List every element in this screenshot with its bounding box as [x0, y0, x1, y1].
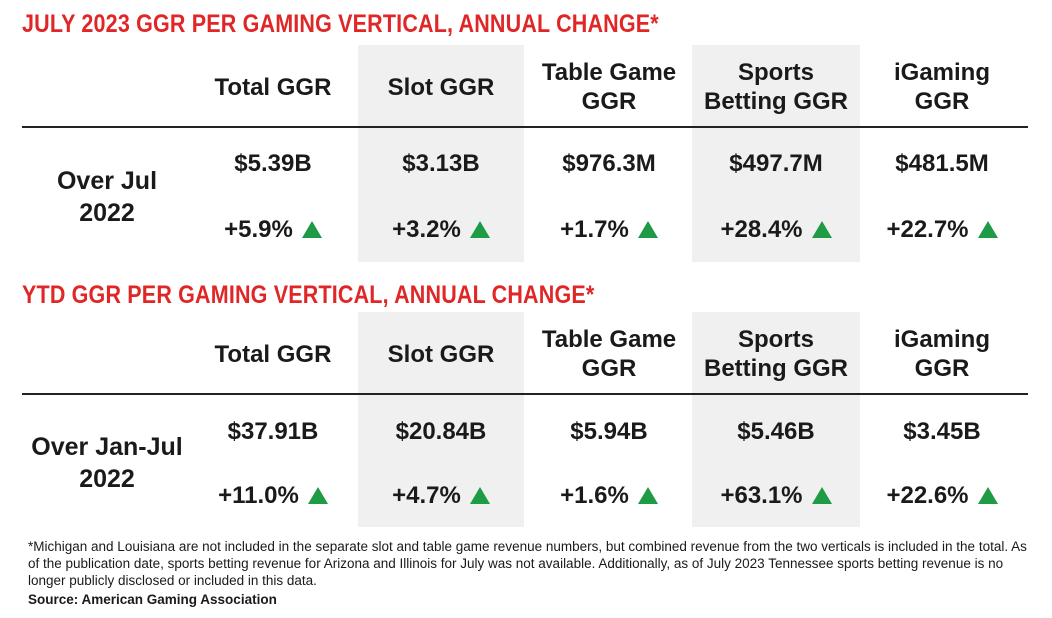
table-1-col-igaming: iGaming GGR: [857, 58, 1027, 116]
table-1-col-sports: Sports Betting GGR: [691, 58, 861, 116]
table-2-col-table-game: Table Game GGR: [524, 325, 694, 383]
row-label-line: Over Jan-Jul: [31, 433, 183, 461]
table-2-change-table-game: +1.6%: [524, 482, 694, 510]
change-value: +28.4%: [720, 216, 803, 243]
table-1-header-rule: [22, 126, 1028, 128]
change-value: +22.7%: [886, 216, 969, 243]
table-1-value-sports: $497.7M: [729, 150, 823, 177]
table-2-value-igaming: $3.45B: [903, 418, 981, 445]
table-1-col-total: Total GGR: [188, 73, 358, 102]
table-1-change-slot: +3.2%: [356, 216, 526, 244]
change-value: +1.7%: [560, 216, 629, 243]
table-1-col-slot: Slot GGR: [356, 73, 526, 102]
table-2-value-sports: $5.46B: [737, 418, 815, 445]
shaded-column-sports-2: [692, 312, 860, 527]
col-header-line: GGR: [581, 88, 637, 115]
table-2-col-slot: Slot GGR: [356, 340, 526, 369]
change-value: +4.7%: [392, 482, 461, 509]
up-triangle-icon: [637, 221, 658, 238]
change-value: +5.9%: [224, 216, 293, 243]
table-2-col-total: Total GGR: [188, 340, 358, 369]
table-2-change-sports: +63.1%: [691, 482, 861, 510]
col-header-line: Slot GGR: [387, 341, 495, 368]
col-header-line: Betting GGR: [704, 88, 848, 115]
change-value: +11.0%: [218, 482, 299, 509]
shaded-column-slot-1: [358, 45, 524, 262]
table-2-title: YTD GGR PER GAMING VERTICAL, ANNUAL CHAN…: [22, 281, 595, 309]
change-value: +1.6%: [560, 482, 629, 509]
col-header-line: GGR: [914, 355, 970, 382]
col-header-line: Table Game: [541, 326, 677, 353]
table-1-value-slot: $3.13B: [402, 150, 480, 177]
up-triangle-icon: [977, 221, 998, 238]
table-2-value-table-game: $5.94B: [570, 418, 648, 445]
col-header-line: Total GGR: [214, 341, 332, 368]
col-header-line: Table Game: [541, 59, 677, 86]
source-note: Source: American Gaming Association: [28, 592, 277, 607]
row-label-line: 2022: [79, 199, 135, 227]
change-value: +3.2%: [392, 216, 461, 243]
table-1-change-table-game: +1.7%: [524, 216, 694, 244]
up-triangle-icon: [811, 487, 832, 504]
table-1-change-total: +5.9%: [188, 216, 358, 244]
up-triangle-icon: [469, 487, 490, 504]
table-2-header-rule: [22, 393, 1028, 395]
up-triangle-icon: [811, 221, 832, 238]
row-label-line: Over Jul: [56, 167, 158, 195]
col-header-line: Sports: [737, 59, 814, 86]
table-2-change-slot: +4.7%: [356, 482, 526, 510]
shaded-column-slot-2: [358, 312, 524, 527]
table-2-value-slot: $20.84B: [395, 418, 487, 445]
col-header-line: Betting GGR: [704, 355, 848, 382]
up-triangle-icon: [637, 487, 658, 504]
table-1-value-total: $5.39B: [234, 150, 312, 177]
col-header-line: GGR: [914, 88, 970, 115]
table-1-row-label: Over Jul 2022: [22, 165, 192, 229]
table-2-change-igaming: +22.6%: [857, 482, 1027, 510]
table-2-row-label: Over Jan-Jul 2022: [22, 431, 192, 495]
table-1-value-table-game: $976.3M: [562, 150, 656, 177]
col-header-line: Total GGR: [214, 74, 332, 101]
col-header-line: Slot GGR: [387, 74, 495, 101]
up-triangle-icon: [977, 487, 998, 504]
up-triangle-icon: [301, 221, 322, 238]
table-2-value-total: $37.91B: [227, 418, 319, 445]
table-1-title: JULY 2023 GGR PER GAMING VERTICAL, ANNUA…: [22, 10, 659, 38]
col-header-line: iGaming: [893, 326, 990, 353]
table-1-col-table-game: Table Game GGR: [524, 58, 694, 116]
up-triangle-icon: [307, 487, 328, 504]
change-value: +22.6%: [886, 482, 969, 509]
table-2-change-total: +11.0%: [188, 482, 358, 510]
change-value: +63.1%: [720, 482, 803, 509]
col-header-line: Sports: [737, 326, 814, 353]
table-1-change-sports: +28.4%: [691, 216, 861, 244]
up-triangle-icon: [469, 221, 490, 238]
col-header-line: GGR: [581, 355, 637, 382]
table-1-value-igaming: $481.5M: [895, 150, 989, 177]
table-2-col-igaming: iGaming GGR: [857, 325, 1027, 383]
footnote: *Michigan and Louisiana are not included…: [28, 539, 1027, 588]
table-1-change-igaming: +22.7%: [857, 216, 1027, 244]
col-header-line: iGaming: [893, 59, 990, 86]
table-2-col-sports: Sports Betting GGR: [691, 325, 861, 383]
row-label-line: 2022: [79, 465, 135, 493]
shaded-column-sports-1: [692, 45, 860, 262]
